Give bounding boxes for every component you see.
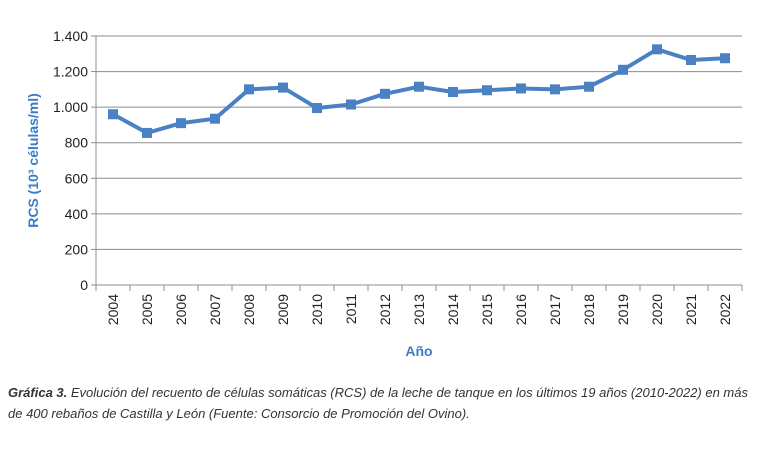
data-point bbox=[618, 64, 628, 75]
data-point bbox=[210, 113, 220, 124]
y-tick-label: 600 bbox=[65, 170, 89, 186]
caption-label: Gráfica 3. bbox=[8, 385, 68, 400]
data-point bbox=[380, 88, 390, 99]
x-tick-label: 2016 bbox=[513, 294, 529, 325]
y-tick-label: 0 bbox=[80, 277, 88, 293]
y-tick-label: 1.400 bbox=[53, 28, 88, 44]
y-tick-label: 1.200 bbox=[53, 64, 88, 80]
x-tick-label: 2008 bbox=[241, 294, 257, 325]
x-tick-label: 2013 bbox=[411, 294, 427, 325]
gridlines bbox=[95, 35, 742, 286]
x-tick-label: 2022 bbox=[717, 294, 733, 325]
x-axis-title: Año bbox=[405, 343, 432, 359]
data-point bbox=[312, 103, 322, 114]
data-point bbox=[516, 83, 526, 94]
x-tick-label: 2012 bbox=[377, 294, 393, 325]
y-axis-ticks: 0 200 400 600 800 1.000 1.200 1.400 bbox=[53, 28, 96, 293]
data-point bbox=[108, 109, 118, 120]
data-point bbox=[346, 99, 356, 110]
series-rcs bbox=[108, 44, 730, 138]
x-tick-label: 2014 bbox=[445, 294, 461, 325]
caption-text: Evolución del recuento de células somáti… bbox=[8, 385, 748, 421]
x-tick-label: 2020 bbox=[649, 294, 665, 325]
x-tick-label: 2010 bbox=[309, 294, 325, 325]
data-point bbox=[584, 81, 594, 92]
x-tick-label: 2007 bbox=[207, 294, 223, 325]
x-tick-label: 2009 bbox=[275, 294, 291, 325]
x-tick-label: 2006 bbox=[173, 294, 189, 325]
y-axis-title: RCS (10³ células/ml) bbox=[25, 93, 41, 228]
x-tick-label: 2021 bbox=[683, 294, 699, 325]
data-point bbox=[448, 87, 458, 98]
data-point bbox=[720, 53, 730, 64]
data-point bbox=[278, 82, 288, 93]
y-tick-label: 1.000 bbox=[53, 99, 88, 115]
data-point bbox=[550, 84, 560, 95]
data-point bbox=[686, 55, 696, 66]
x-tick-label: 2019 bbox=[615, 294, 631, 325]
x-tick-label: 2018 bbox=[581, 294, 597, 325]
data-point bbox=[652, 44, 662, 55]
x-tick-label: 2011 bbox=[343, 294, 359, 324]
x-tick-label: 2017 bbox=[547, 294, 563, 325]
y-tick-label: 400 bbox=[65, 206, 89, 222]
x-tick-label: 2005 bbox=[139, 294, 155, 325]
data-point bbox=[244, 84, 254, 95]
data-point bbox=[176, 118, 186, 129]
y-tick-label: 200 bbox=[65, 241, 89, 257]
data-point bbox=[482, 85, 492, 96]
x-axis-ticks: 2004 2005 2006 2007 2008 2009 2010 2011 2012 2013… bbox=[95, 285, 743, 325]
x-tick-label: 2015 bbox=[479, 294, 495, 325]
data-point bbox=[142, 127, 152, 138]
y-tick-label: 800 bbox=[65, 135, 89, 151]
x-tick-label: 2004 bbox=[105, 294, 121, 325]
data-point bbox=[414, 81, 424, 92]
figure-caption: Gráfica 3. Evolución del recuento de cél… bbox=[8, 382, 760, 424]
